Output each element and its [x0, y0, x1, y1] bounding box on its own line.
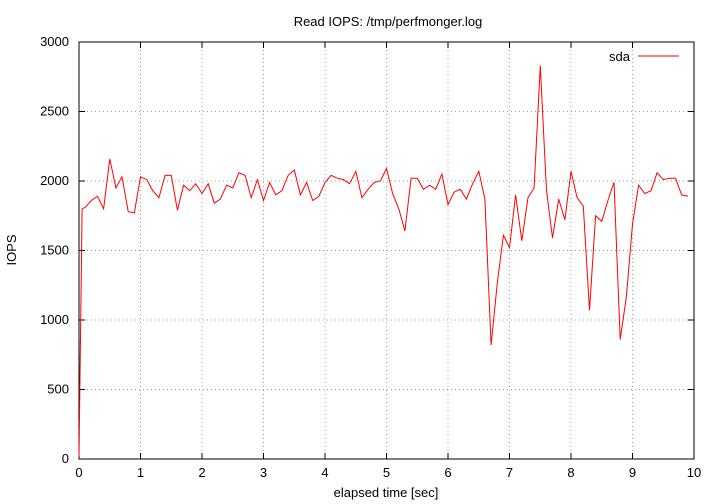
- y-tick-label: 3000: [40, 34, 69, 49]
- y-tick-label: 1500: [40, 243, 69, 258]
- y-tick-label: 2500: [40, 104, 69, 119]
- series-line-sda: [78, 65, 689, 457]
- y-tick-label: 0: [62, 451, 69, 466]
- x-tick-label: 4: [321, 465, 328, 480]
- x-tick-labels: 0 1 2 3 4 5 6 7 8 9 10: [75, 465, 701, 480]
- x-tick-label: 0: [75, 465, 82, 480]
- x-tick-label: 9: [629, 465, 636, 480]
- y-tick-label: 1000: [40, 312, 69, 327]
- x-tick-label: 2: [198, 465, 205, 480]
- chart-title: Read IOPS: /tmp/perfmonger.log: [294, 14, 483, 29]
- x-tick-label: 10: [687, 465, 701, 480]
- x-tick-label: 8: [567, 465, 574, 480]
- ticks: [78, 41, 695, 460]
- x-axis-label: elapsed time [sec]: [334, 485, 439, 500]
- y-axis-label: IOPS: [4, 234, 19, 265]
- y-tick-label: 2000: [40, 173, 69, 188]
- y-tick-label: 500: [47, 382, 69, 397]
- x-tick-label: 3: [260, 465, 267, 480]
- x-tick-label: 5: [383, 465, 390, 480]
- x-tick-label: 1: [137, 465, 144, 480]
- x-tick-label: 6: [444, 465, 451, 480]
- legend: sda: [609, 49, 679, 64]
- grid: [79, 42, 694, 459]
- legend-label: sda: [609, 49, 631, 64]
- series-group: [78, 65, 689, 457]
- y-tick-labels: 0 500 1000 1500 2000 2500 3000: [40, 34, 69, 466]
- x-tick-label: 7: [506, 465, 513, 480]
